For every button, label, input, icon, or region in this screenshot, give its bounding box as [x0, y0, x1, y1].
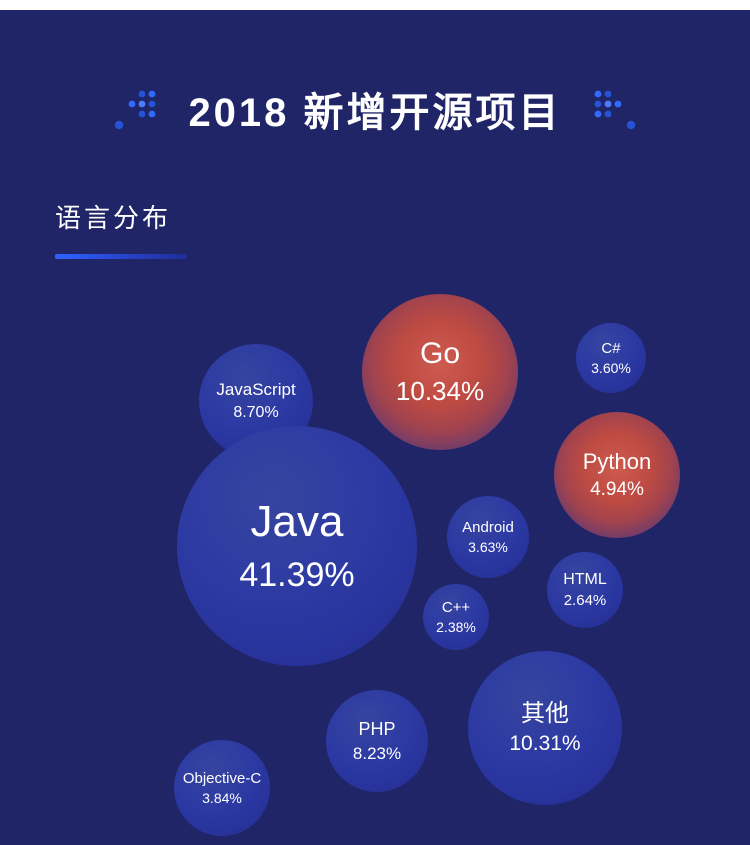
bubble-value: 4.94% — [590, 478, 644, 500]
bubble-python: Python 4.94% — [554, 412, 680, 538]
bubble-label: Objective-C — [182, 769, 262, 787]
bubble-value: 3.63% — [468, 539, 508, 556]
bubble-label: Python — [582, 449, 652, 475]
section-title-underline — [55, 254, 187, 259]
bubble-value: 2.64% — [563, 592, 607, 610]
bubble-label: PHP — [358, 718, 396, 739]
bubble-html: HTML 2.64% — [547, 552, 623, 628]
top-white-strip — [0, 0, 750, 10]
bubble-cpp: C++ 2.38% — [423, 584, 489, 650]
bubble-value: 3.60% — [591, 359, 631, 376]
bubble-other: 其他 10.31% — [468, 651, 622, 805]
bubble-value: 3.84% — [202, 790, 242, 807]
bubble-label: C++ — [441, 599, 471, 617]
bubble-label: 其他 — [521, 699, 569, 727]
dots-decoration-left-icon — [115, 90, 156, 130]
bubble-label: Go — [419, 337, 461, 371]
bubble-value: 41.39% — [239, 555, 355, 594]
bubble-label: JavaScript — [216, 380, 296, 400]
bubble-value: 8.23% — [352, 743, 402, 763]
bubble-value: 10.31% — [509, 732, 581, 756]
bubble-value: 10.34% — [395, 375, 485, 406]
bubble-csharp: C# 3.60% — [576, 323, 646, 393]
dots-decoration-right-icon — [594, 90, 635, 130]
bubble-objective-c: Objective-C 3.84% — [174, 740, 270, 836]
section-title: 语言分布 — [55, 203, 172, 233]
header: 2018 新增开源项目 — [0, 80, 750, 138]
bubble-label: Java — [250, 497, 344, 547]
bubble-value: 8.70% — [233, 403, 279, 421]
bubble-label: HTML — [563, 570, 607, 588]
bubble-value: 2.38% — [436, 618, 476, 635]
page-title: 2018 新增开源项目 — [188, 91, 562, 135]
bubble-label: C# — [601, 340, 621, 358]
bubble-go: Go 10.34% — [362, 294, 518, 450]
bubble-label: Android — [462, 518, 514, 536]
bubble-php: PHP 8.23% — [326, 690, 428, 792]
bubble-java: Java 41.39% — [177, 426, 417, 666]
bubble-android: Android 3.63% — [447, 496, 529, 578]
